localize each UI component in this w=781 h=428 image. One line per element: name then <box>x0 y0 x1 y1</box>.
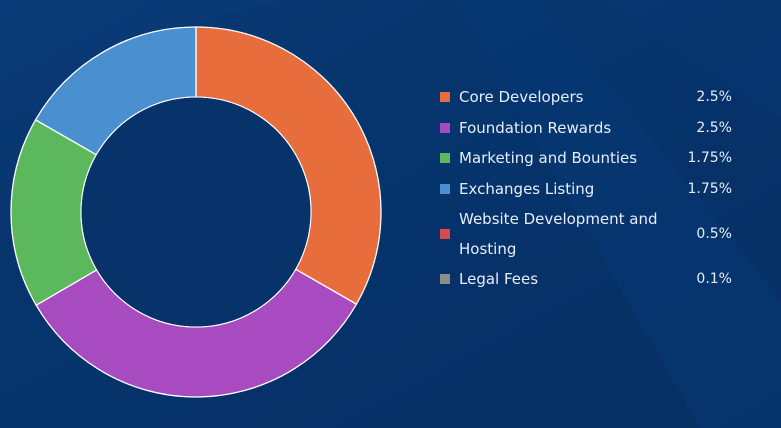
donut-slice-exchanges-listing <box>34 26 197 156</box>
legend-value: 0.5% <box>696 226 732 242</box>
legend-swatch <box>440 274 450 285</box>
legend-value: 1.75% <box>687 150 732 167</box>
legend-label: Marketing and Bounties <box>459 149 638 168</box>
donut-slice-foundation-rewards <box>35 268 358 398</box>
legend-item-left: Marketing and Bounties <box>440 143 669 173</box>
legend-item-marketing-and-bounties: Marketing and Bounties 1.75% <box>440 143 732 174</box>
legend-swatch <box>440 153 450 164</box>
legend-item-core-developers: Core Developers 2.5% <box>440 82 732 113</box>
legend-label: Foundation Rewards <box>459 118 612 137</box>
chart-legend: Core Developers 2.5% Foundation Rewards 2.5… <box>440 82 732 295</box>
donut-slice-core-developers <box>195 26 382 306</box>
legend-value: 0.1% <box>696 271 732 288</box>
legend-swatch <box>440 92 450 103</box>
legend-value: 2.5% <box>696 119 732 136</box>
legend-swatch <box>440 229 450 239</box>
legend-label: Core Developers <box>459 88 584 107</box>
legend-value: 1.75% <box>687 180 732 197</box>
legend-swatch <box>440 183 450 194</box>
legend-label: Legal Fees <box>459 270 539 289</box>
legend-item-website-development-and-hosting: Website Development and Hosting 0.5% <box>440 204 732 264</box>
legend-item-legal-fees: Legal Fees 0.1% <box>440 264 732 295</box>
legend-swatch <box>440 122 450 133</box>
legend-item-left: Core Developers <box>440 82 669 112</box>
legend-item-exchanges-listing: Exchanges Listing 1.75% <box>440 174 732 205</box>
legend-item-left: Exchanges Listing <box>440 174 669 204</box>
donut-hole <box>81 97 311 327</box>
legend-item-foundation-rewards: Foundation Rewards 2.5% <box>440 113 732 144</box>
legend-item-left: Legal Fees <box>440 264 669 294</box>
legend-item-left: Foundation Rewards <box>440 113 669 143</box>
legend-label: Exchanges Listing <box>459 179 595 198</box>
legend-value: 2.5% <box>696 89 732 106</box>
legend-item-left: Website Development and Hosting <box>440 204 669 264</box>
legend-label: Website Development and Hosting <box>459 210 658 258</box>
